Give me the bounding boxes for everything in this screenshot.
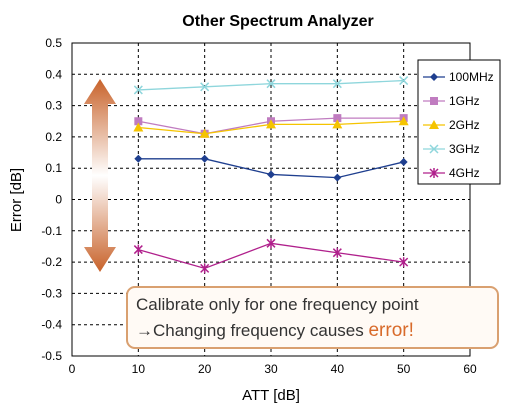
y-tick-label: -0.1 bbox=[41, 224, 62, 238]
callout-highlight: error! bbox=[368, 320, 413, 341]
legend-item: 1GHz bbox=[423, 94, 480, 108]
legend-item: 100MHz bbox=[423, 70, 494, 84]
y-tick-label: 0.5 bbox=[45, 36, 62, 50]
y-tick-label: -0.2 bbox=[41, 255, 62, 269]
y-tick-label: 0.4 bbox=[45, 67, 62, 81]
data-point bbox=[399, 157, 408, 166]
data-point bbox=[134, 154, 143, 163]
x-tick-label: 50 bbox=[397, 362, 411, 376]
y-tick-label: 0.1 bbox=[45, 161, 62, 175]
legend-box bbox=[417, 59, 501, 185]
legend-item: 4GHz bbox=[423, 166, 480, 180]
x-tick-label: 30 bbox=[264, 362, 278, 376]
x-axis-title: ATT [dB] bbox=[242, 387, 300, 404]
series-3 bbox=[133, 76, 409, 95]
data-point bbox=[332, 119, 343, 129]
data-point bbox=[266, 119, 276, 129]
data-point bbox=[333, 114, 342, 123]
y-tick-label: 0 bbox=[55, 193, 62, 207]
data-point bbox=[266, 79, 276, 89]
legend-label: 4GHz bbox=[449, 166, 480, 180]
data-point bbox=[199, 128, 210, 138]
legend-label: 2GHz bbox=[449, 118, 480, 132]
data-point bbox=[399, 76, 409, 86]
range-arrow bbox=[84, 79, 116, 272]
chart-title: Other Spectrum Analyzer bbox=[182, 13, 373, 30]
legend-marker bbox=[430, 73, 438, 81]
legend: 100MHz 1GHz 2GHz 3GHz 4GHz bbox=[417, 59, 501, 185]
y-axis-title: Error [dB] bbox=[8, 168, 25, 232]
callout-line1: Calibrate only for one frequency point bbox=[136, 295, 419, 314]
callout-box bbox=[126, 286, 499, 349]
x-tick-label: 0 bbox=[69, 362, 76, 376]
data-point bbox=[332, 79, 342, 89]
x-axis-ticks: 0 10 20 30 40 50 60 bbox=[69, 362, 477, 376]
legend-marker bbox=[429, 168, 439, 178]
data-point bbox=[200, 154, 209, 163]
x-tick-label: 40 bbox=[331, 362, 345, 376]
y-tick-label: -0.5 bbox=[41, 349, 62, 363]
legend-marker bbox=[429, 120, 439, 129]
series bbox=[133, 76, 409, 274]
data-point bbox=[200, 263, 210, 274]
series-4 bbox=[133, 238, 409, 274]
callout-line2: →Changing frequency causes error! bbox=[136, 320, 414, 341]
data-point bbox=[133, 85, 143, 95]
y-axis-ticks: 0.5 0.4 0.3 0.2 0.1 0 -0.1 -0.2 -0.3 -0.4 -0.5 bbox=[41, 36, 62, 363]
y-tick-label: 0.2 bbox=[45, 130, 62, 144]
y-tick-label: -0.4 bbox=[41, 318, 62, 332]
series-2 bbox=[133, 116, 409, 138]
legend-label: 100MHz bbox=[449, 70, 494, 84]
x-tick-label: 20 bbox=[198, 362, 212, 376]
data-point bbox=[266, 238, 276, 249]
data-point bbox=[133, 122, 144, 132]
data-point bbox=[133, 244, 143, 255]
legend-item: 3GHz bbox=[423, 142, 480, 156]
y-tick-label: -0.3 bbox=[41, 286, 62, 300]
data-point bbox=[267, 170, 275, 179]
data-point bbox=[332, 247, 342, 258]
legend-item: 2GHz bbox=[423, 118, 480, 132]
data-point bbox=[398, 116, 409, 126]
y-tick-label: 0.3 bbox=[45, 99, 62, 113]
callout: Calibrate only for one frequency point →… bbox=[126, 286, 499, 349]
legend-label: 3GHz bbox=[449, 142, 480, 156]
legend-marker bbox=[430, 97, 438, 105]
x-tick-label: 10 bbox=[132, 362, 146, 376]
data-point bbox=[134, 117, 143, 126]
legend-label: 1GHz bbox=[449, 94, 480, 108]
legend-marker bbox=[429, 144, 439, 154]
callout-line2-prefix: →Changing frequency causes bbox=[136, 321, 368, 340]
x-tick-label: 60 bbox=[463, 362, 477, 376]
data-point bbox=[333, 173, 342, 182]
series-0 bbox=[134, 154, 408, 182]
data-point bbox=[399, 257, 409, 268]
data-point bbox=[200, 82, 210, 92]
